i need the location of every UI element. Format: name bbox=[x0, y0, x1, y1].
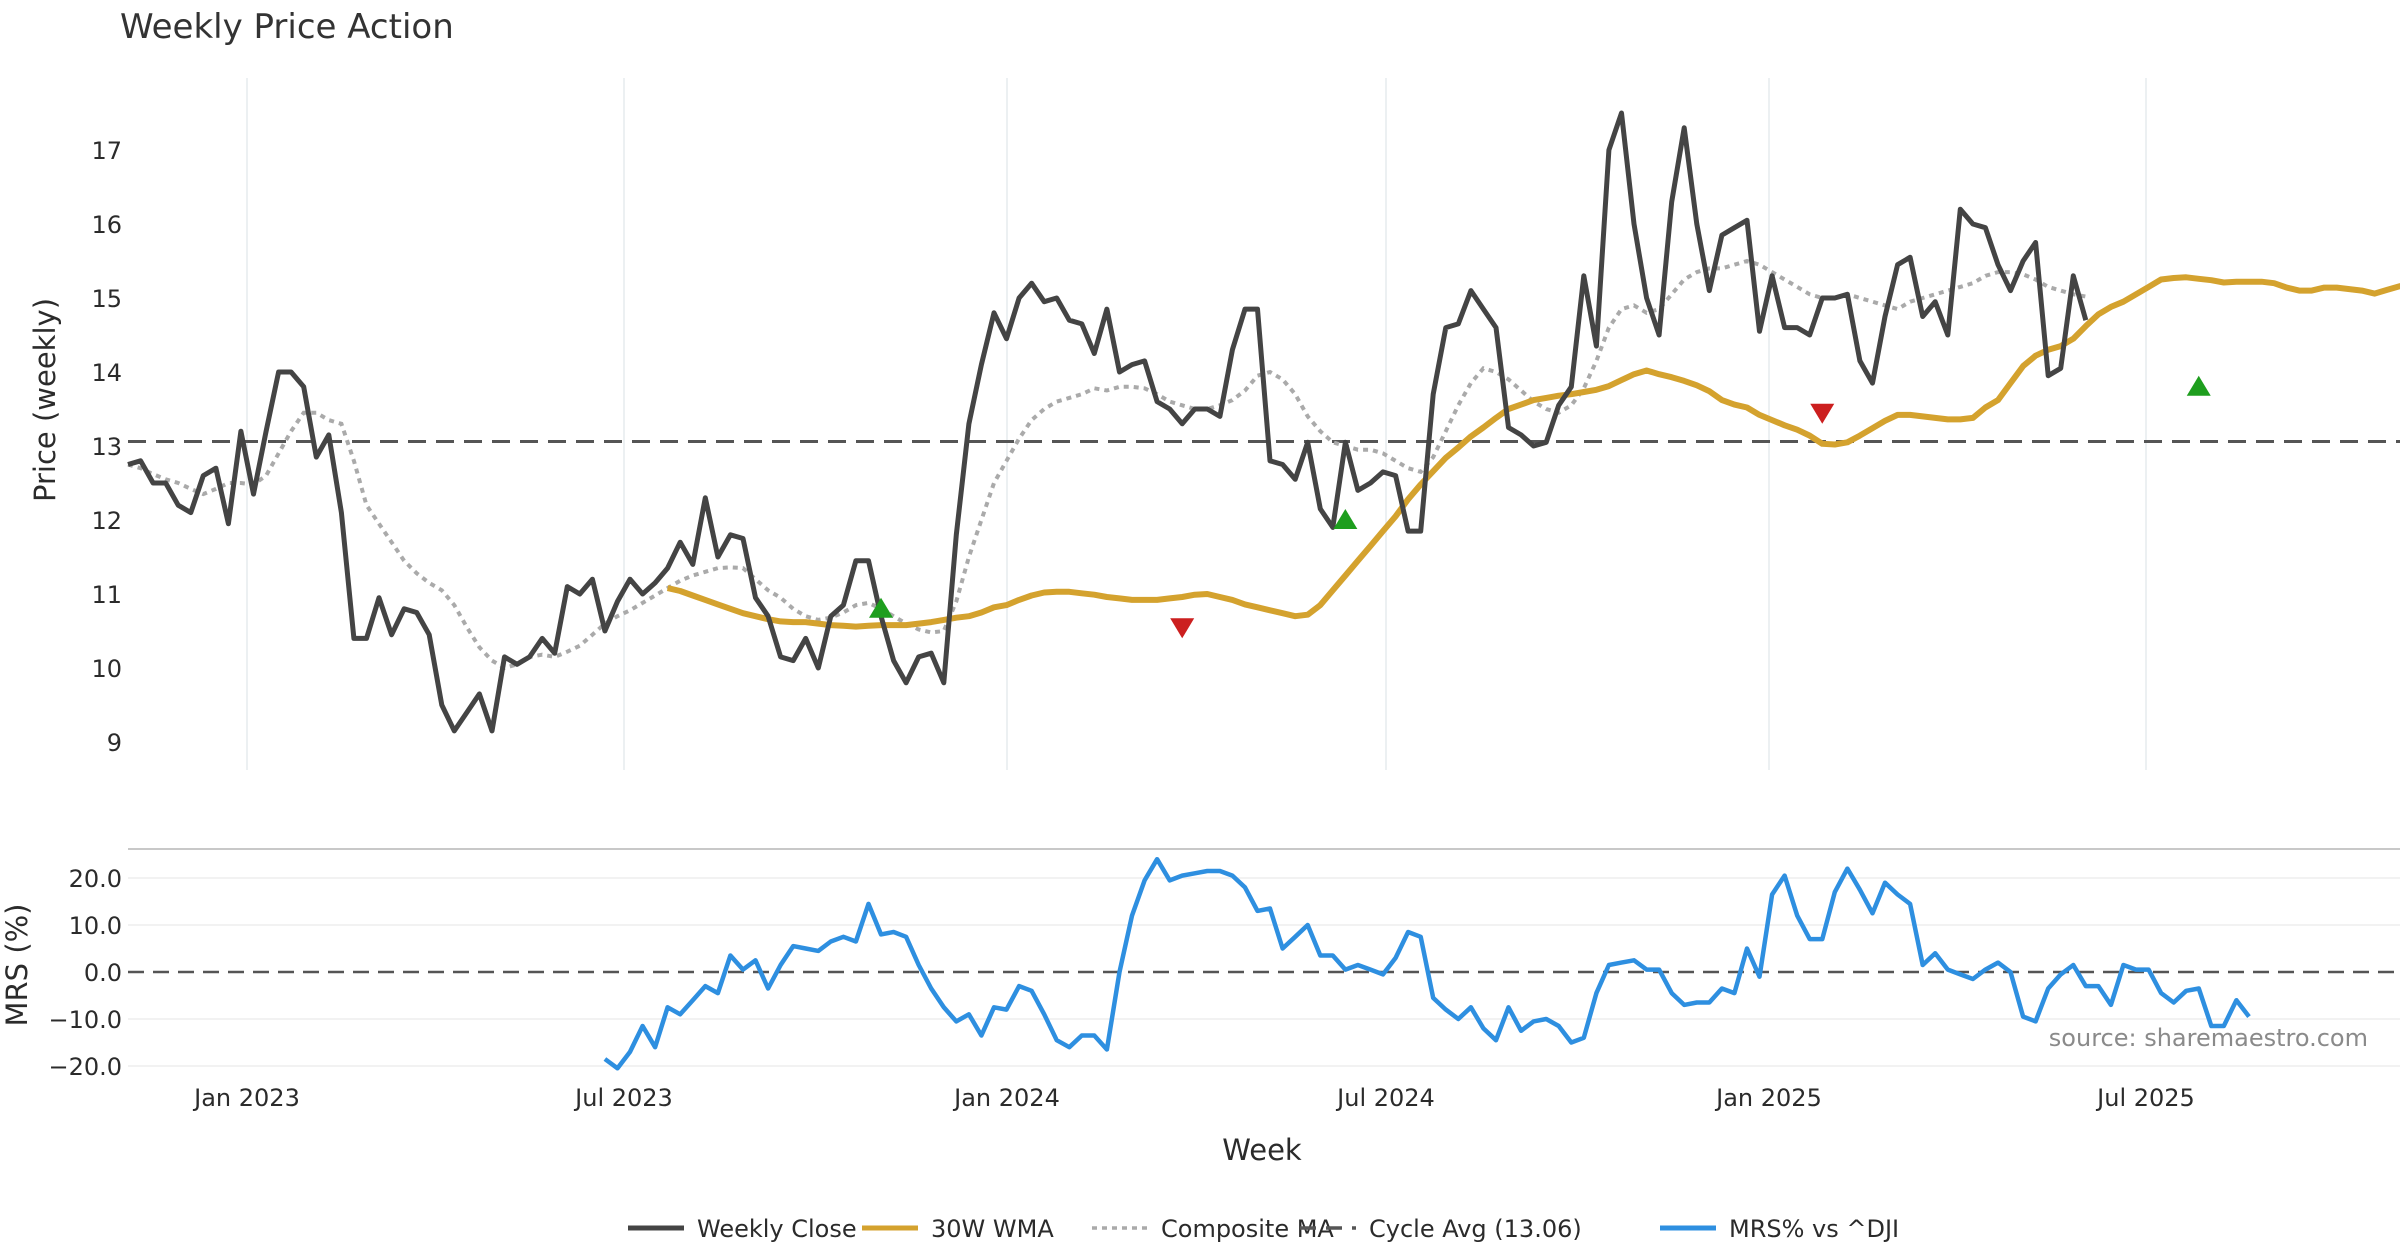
vertical-gridlines bbox=[246, 78, 2147, 770]
mrs-horizontal-gridlines bbox=[128, 877, 2400, 1067]
x-tick-label: Jul 2023 bbox=[573, 1084, 673, 1112]
composite-ma-series bbox=[127, 258, 2087, 671]
price-y-tick: 9 bbox=[107, 729, 122, 757]
price-y-tick: 12 bbox=[91, 507, 122, 535]
x-tick-label: Jul 2024 bbox=[1335, 1084, 1435, 1112]
x-tick-label: Jul 2025 bbox=[2095, 1084, 2195, 1112]
price-y-tick: 10 bbox=[91, 655, 122, 683]
price-y-tick: 17 bbox=[91, 137, 122, 165]
x-tick-label: Jan 2023 bbox=[192, 1084, 300, 1112]
mrs-series bbox=[603, 856, 2251, 1071]
price-y-tick: 16 bbox=[91, 211, 122, 239]
chart-title: Weekly Price Action bbox=[120, 7, 454, 47]
price-y-tick: 13 bbox=[91, 433, 122, 461]
legend-label: 30W WMA bbox=[931, 1215, 1054, 1243]
buy-signal-marker bbox=[869, 597, 893, 618]
sell-signal-marker bbox=[1170, 618, 1195, 639]
price-y-axis-label: Price (weekly) bbox=[28, 298, 62, 502]
price-y-tick: 15 bbox=[91, 285, 122, 313]
sell-signal-marker bbox=[1810, 403, 1835, 424]
wma-30w-series bbox=[666, 274, 2400, 630]
x-tick-labels: Jan 2023 Jul 2023 Jan 2024 Jul 2024 Jan 2025… bbox=[192, 1084, 2195, 1112]
mrs-y-tick: 10.0 bbox=[69, 912, 122, 940]
buy-signal-marker bbox=[1333, 509, 1358, 529]
price-y-ticks: 9 10 11 12 13 14 15 16 17 bbox=[91, 137, 122, 757]
legend-label: MRS% vs ^DJI bbox=[1729, 1215, 1899, 1243]
legend-label: Weekly Close bbox=[697, 1215, 857, 1243]
source-text: source: sharemaestro.com bbox=[2049, 1024, 2368, 1052]
signal-markers bbox=[869, 375, 2211, 639]
mrs-y-tick: 20.0 bbox=[69, 865, 122, 893]
mrs-y-tick: −10.0 bbox=[48, 1006, 122, 1034]
mrs-y-ticks: 20.0 10.0 0.0 −10.0 −20.0 bbox=[48, 865, 122, 1081]
x-axis-label: Week bbox=[1222, 1133, 1302, 1167]
weekly-close-series bbox=[127, 110, 2089, 734]
buy-signal-marker bbox=[2186, 375, 2211, 396]
price-y-tick: 11 bbox=[91, 581, 122, 609]
x-tick-label: Jan 2025 bbox=[1714, 1084, 1822, 1112]
price-y-tick: 14 bbox=[91, 359, 122, 387]
mrs-y-axis-label: MRS (%) bbox=[0, 904, 34, 1027]
legend: Weekly Close 30W WMA Composite MA Cycle Avg… bbox=[628, 1215, 1899, 1243]
legend-label: Cycle Avg (13.06) bbox=[1369, 1215, 1582, 1243]
mrs-y-tick: −20.0 bbox=[48, 1053, 122, 1081]
x-tick-label: Jan 2024 bbox=[952, 1084, 1060, 1112]
mrs-y-tick: 0.0 bbox=[84, 959, 122, 987]
